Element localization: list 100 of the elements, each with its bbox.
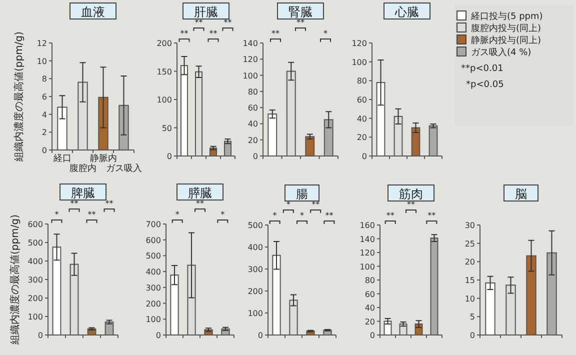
text: **: [209, 29, 218, 38]
y-tick-label: 25: [464, 239, 475, 248]
y-tick-label: 100: [146, 315, 161, 324]
text: **: [105, 199, 114, 208]
y-tick-label: 6: [42, 92, 47, 102]
text: **: [312, 200, 320, 209]
y-tick-label: 0: [370, 331, 375, 340]
y-tick-label: 200: [248, 287, 263, 296]
y-tick-label: 0: [166, 152, 172, 161]
chart-title: 血液: [81, 5, 105, 19]
y-tick-label: 5: [470, 312, 475, 322]
y-tick-label: 600: [146, 236, 161, 245]
y-tick-label: 12: [36, 39, 47, 48]
category-label: 腹腔内投与(同上): [471, 23, 542, 34]
x-tick-label: ガス吸入: [106, 163, 142, 174]
text: **p<0.01: [461, 64, 504, 74]
chart-title: 腎臓: [288, 5, 312, 19]
text: *p<0.05: [466, 80, 504, 90]
text: **: [386, 211, 394, 220]
text: *: [272, 211, 277, 220]
y-tick-label: 30: [464, 221, 475, 230]
y-tick-label: 150: [156, 67, 172, 76]
text: **: [180, 29, 188, 38]
chart-title: 筋肉: [399, 187, 423, 201]
category-label: 経口投与(5 ppm): [470, 11, 543, 22]
y-tick-label: 100: [156, 96, 172, 104]
y-tick-label: 100: [352, 58, 367, 67]
chart-title: 膵臓: [188, 186, 212, 200]
y-tick-label: 120: [352, 39, 367, 48]
y-tick-label: 80: [356, 76, 367, 86]
y-tick-label: 500: [248, 221, 263, 230]
text: **: [70, 199, 78, 208]
text: *: [300, 211, 304, 220]
x-tick-label: 経口: [52, 154, 72, 164]
category-label: ガス吸入(4 %): [471, 47, 532, 58]
text: **: [428, 211, 436, 220]
chart-title: 脳: [515, 187, 527, 201]
y-tick-label: 100: [28, 312, 43, 322]
y-tick-label: 40: [364, 304, 375, 312]
y-tick-label: 100: [242, 71, 258, 80]
y-tick-label: 400: [146, 268, 161, 277]
y-tick-label: 40: [356, 114, 367, 124]
y-tick-label: 4: [42, 110, 47, 120]
text: **: [196, 199, 204, 208]
y-tick-label: 120: [242, 55, 258, 64]
y-axis-title: 組織内濃度の最高値(ppm/g): [9, 214, 21, 346]
category-label: 静脈内投与(同上): [471, 35, 542, 46]
y-tick-label: 8: [42, 74, 47, 84]
y-tick-label: 15: [464, 276, 475, 285]
text: **: [407, 200, 415, 209]
text: **: [296, 18, 304, 27]
y-tick-label: 0: [362, 152, 367, 161]
x-tick-label: 静脈内: [90, 153, 117, 164]
y-tick-label: 0: [258, 331, 263, 340]
y-tick-label: 0: [156, 331, 161, 340]
y-tick-label: 300: [146, 283, 161, 292]
text: *: [220, 210, 225, 219]
y-tick-label: 400: [248, 243, 263, 252]
y-tick-label: 0: [252, 152, 258, 161]
y-tick-label: 50: [162, 124, 172, 133]
y-tick-label: 20: [248, 136, 258, 145]
y-tick-label: 100: [360, 262, 375, 272]
y-tick-label: 0: [42, 146, 47, 155]
y-tick-label: 500: [146, 252, 161, 261]
text: *: [286, 200, 290, 209]
y-tick-label: 120: [360, 248, 375, 258]
y-tick-label: 10: [464, 294, 475, 304]
chart-title: 脾臓: [71, 186, 95, 200]
y-tick-label: 160: [360, 221, 375, 230]
y-tick-label: 10: [36, 56, 47, 66]
y-tick-label: 300: [28, 276, 43, 284]
y-tick-label: 700: [146, 220, 161, 229]
y-tick-label: 2: [42, 128, 47, 138]
x-tick-label: 腹腔内: [69, 163, 96, 174]
text: *: [54, 210, 59, 219]
y-tick-label: 140: [360, 234, 375, 244]
y-tick-label: 200: [28, 294, 43, 303]
chart-title: 腸: [296, 187, 308, 201]
y-tick-label: 140: [242, 39, 258, 48]
text: *: [324, 29, 328, 38]
y-tick-label: 60: [364, 290, 375, 299]
y-tick-label: 80: [248, 87, 258, 96]
text: **: [194, 18, 203, 27]
y-tick-label: 80: [364, 276, 375, 285]
text: **: [88, 210, 96, 219]
y-tick-label: 200: [156, 39, 172, 48]
chart-title: 心臓: [394, 5, 419, 19]
chart-title: 肝臓: [194, 5, 218, 19]
y-tick-label: 600: [28, 220, 43, 229]
y-tick-label: 0: [470, 331, 475, 340]
y-tick-label: 60: [248, 104, 258, 113]
text: **: [325, 211, 334, 220]
y-tick-label: 20: [364, 317, 375, 326]
y-tick-label: 500: [28, 238, 43, 248]
y-tick-label: 200: [146, 299, 161, 308]
text: **: [224, 18, 232, 27]
y-tick-label: 40: [248, 120, 258, 129]
y-tick-label: 400: [28, 257, 43, 266]
y-axis-title: 組織内濃度の最高値(ppm/g): [13, 31, 25, 162]
text: **: [272, 29, 280, 38]
